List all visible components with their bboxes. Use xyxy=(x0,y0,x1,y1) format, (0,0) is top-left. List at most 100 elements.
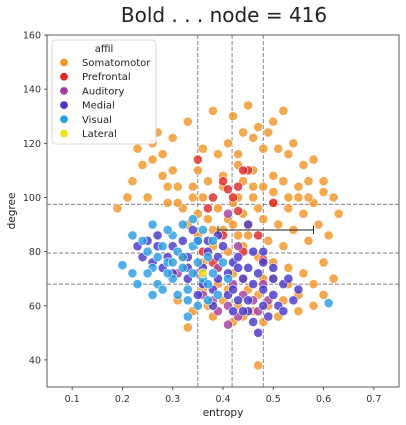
data-point-somatomotor xyxy=(228,219,238,230)
data-point-somatomotor xyxy=(268,170,279,181)
data-point-somatomotor xyxy=(233,230,243,241)
legend-marker-prefrontal xyxy=(59,72,69,82)
data-point-prefrontal xyxy=(233,181,243,192)
data-point-somatomotor xyxy=(243,100,254,111)
data-point-somatomotor xyxy=(213,203,223,214)
data-point-visual xyxy=(203,279,213,290)
y-axis-label: degree xyxy=(6,193,18,230)
data-point-medial xyxy=(233,262,243,273)
data-point-somatomotor xyxy=(298,208,309,219)
data-point-somatomotor xyxy=(127,176,138,187)
data-point-auditory xyxy=(223,208,233,219)
data-point-prefrontal xyxy=(208,192,218,203)
data-point-somatomotor xyxy=(303,235,314,246)
data-point-visual xyxy=(177,219,188,230)
data-point-somatomotor xyxy=(258,214,269,225)
data-point-medial xyxy=(248,279,259,290)
data-point-somatomotor xyxy=(192,165,203,176)
legend-label-prefrontal: Prefrontal xyxy=(82,72,131,83)
legend-marker-medial xyxy=(59,100,69,110)
legend-marker-auditory xyxy=(59,86,69,96)
data-point-somatomotor xyxy=(203,214,213,225)
data-point-medial xyxy=(238,273,249,284)
data-point-medial xyxy=(243,295,254,306)
data-point-visual xyxy=(142,268,153,279)
data-point-visual xyxy=(167,257,178,268)
data-point-somatomotor xyxy=(283,262,294,273)
data-point-visual xyxy=(177,262,188,273)
data-point-visual xyxy=(192,257,203,268)
x-axis-label: entropy xyxy=(203,407,244,419)
x-tick-label: 0.6 xyxy=(316,394,331,405)
data-point-medial xyxy=(258,300,269,311)
data-point-somatomotor xyxy=(318,257,329,268)
data-point-prefrontal xyxy=(228,192,238,203)
data-point-somatomotor xyxy=(162,181,173,192)
x-tick-label: 0.2 xyxy=(115,394,130,405)
data-point-somatomotor xyxy=(182,116,193,127)
data-point-visual xyxy=(142,246,153,257)
data-point-visual xyxy=(223,273,233,284)
data-point-somatomotor xyxy=(187,192,198,203)
data-point-medial xyxy=(233,295,243,306)
data-point-somatomotor xyxy=(308,279,319,290)
data-point-medial xyxy=(152,230,163,241)
chart-title: Bold . . . node = 416 xyxy=(121,3,327,27)
data-point-somatomotor xyxy=(132,143,143,154)
legend-marker-somatomotor xyxy=(59,57,69,67)
data-point-prefrontal xyxy=(203,203,213,214)
data-point-medial xyxy=(218,241,228,252)
data-point-prefrontal xyxy=(268,197,279,208)
legend-label-lateral: Lateral xyxy=(82,129,117,140)
legend-label-auditory: Auditory xyxy=(82,86,124,97)
data-point-somatomotor xyxy=(298,160,309,170)
data-point-somatomotor xyxy=(142,192,153,203)
y-axis-ticks: 40 60 80 100 120 140 160 xyxy=(23,31,47,366)
data-point-medial xyxy=(268,262,279,273)
data-point-medial xyxy=(268,273,279,284)
data-point-auditory xyxy=(223,319,233,330)
data-point-medial xyxy=(258,284,269,295)
data-point-somatomotor xyxy=(303,192,314,203)
data-point-somatomotor xyxy=(182,322,193,333)
data-point-medial xyxy=(253,327,264,338)
data-point-somatomotor xyxy=(328,192,339,203)
data-point-somatomotor xyxy=(248,192,259,203)
data-point-somatomotor xyxy=(293,306,304,317)
data-point-somatomotor xyxy=(233,149,243,160)
data-point-somatomotor xyxy=(238,127,249,138)
data-point-somatomotor xyxy=(283,149,294,160)
data-point-medial xyxy=(258,246,269,257)
data-point-medial xyxy=(187,225,198,235)
data-point-somatomotor xyxy=(293,192,304,203)
legend: affil Somatomotor Prefrontal Auditory Media… xyxy=(51,39,157,145)
data-point-visual xyxy=(132,279,143,290)
data-point-medial xyxy=(253,268,264,279)
data-point-auditory xyxy=(233,241,243,252)
legend-box xyxy=(51,39,157,145)
data-point-somatomotor xyxy=(278,105,289,116)
data-point-somatomotor xyxy=(333,208,344,219)
data-point-visual xyxy=(182,295,193,306)
data-point-somatomotor xyxy=(248,181,259,192)
data-point-medial xyxy=(238,306,249,317)
data-point-somatomotor xyxy=(167,165,178,176)
data-point-somatomotor xyxy=(248,132,259,143)
data-point-medial xyxy=(248,317,259,327)
data-point-somatomotor xyxy=(278,176,289,187)
data-point-somatomotor xyxy=(263,235,274,246)
data-point-prefrontal xyxy=(223,184,233,195)
data-point-somatomotor xyxy=(167,132,178,143)
data-point-somatomotor xyxy=(273,143,284,154)
data-point-prefrontal xyxy=(238,165,249,176)
data-point-somatomotor xyxy=(223,138,233,149)
data-point-somatomotor xyxy=(318,290,329,300)
data-point-visual xyxy=(187,214,198,225)
legend-marker-visual xyxy=(59,114,69,124)
data-point-medial xyxy=(228,284,238,295)
y-tick-label: 80 xyxy=(29,247,41,258)
data-point-visual xyxy=(157,284,168,295)
data-point-somatomotor xyxy=(137,160,148,170)
x-tick-label: 0.1 xyxy=(65,394,80,405)
